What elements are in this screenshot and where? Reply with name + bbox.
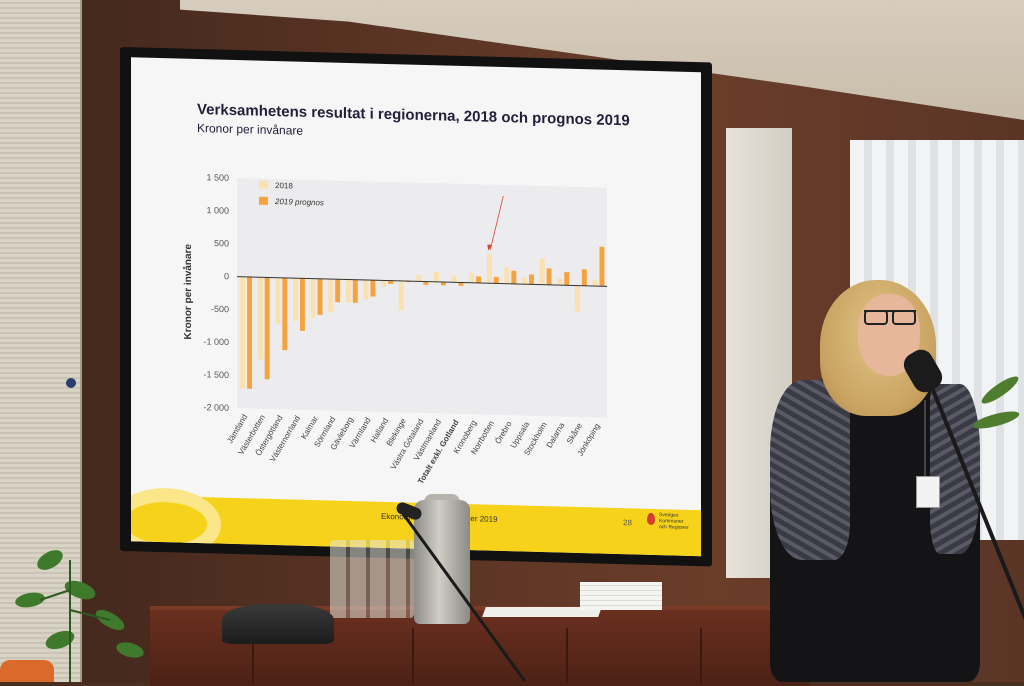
zero-axis-line	[237, 276, 607, 287]
y-tick-label: -2 000	[203, 402, 229, 413]
bar-2019-prognos	[529, 274, 534, 285]
bar-2018	[592, 279, 598, 287]
bar-2019-prognos	[388, 280, 393, 285]
name-badge	[916, 476, 940, 508]
plot-area	[237, 178, 607, 418]
y-tick-label: 0	[224, 271, 229, 281]
legend-swatch	[259, 180, 268, 189]
bar-2019-prognos	[264, 277, 270, 380]
presenter-cardigan-left	[770, 380, 850, 560]
bar-2019-prognos	[476, 276, 482, 284]
y-axis-label: Kronor per invånare	[182, 243, 194, 339]
speaker-logo-dot	[66, 378, 76, 388]
bar-2018	[275, 277, 281, 324]
bar-2018	[539, 258, 545, 285]
bar-2019-prognos	[352, 279, 358, 303]
bar-2019-prognos	[458, 282, 464, 286]
sideboard-door-seam	[700, 628, 702, 682]
bar-2018	[363, 279, 369, 300]
presenter-cardigan-right	[930, 384, 980, 554]
thermos-jug	[414, 500, 470, 624]
bar-2019-prognos	[493, 276, 499, 284]
skr-logo-text: Sveriges Kommuner och Regioner	[659, 512, 689, 531]
conference-phone	[222, 604, 334, 644]
legend-swatch	[259, 196, 268, 205]
drinking-glasses	[330, 540, 414, 618]
bar-2019-prognos	[423, 281, 429, 285]
y-tick-label: -500	[211, 304, 229, 314]
bar-2018	[486, 253, 492, 284]
y-tick-label: 1 500	[206, 172, 229, 183]
tv-screen: Verksamhetens resultat i regionerna, 201…	[120, 47, 712, 567]
bar-2019-prognos	[370, 280, 376, 297]
bar-2018	[433, 271, 439, 282]
bar-2019-prognos	[564, 272, 570, 286]
annotation-arrow	[489, 195, 504, 250]
sideboard-door-seam	[252, 628, 254, 682]
slide-page-number: 28	[623, 518, 632, 528]
bar-2018	[398, 280, 404, 311]
bar-2018	[310, 278, 316, 319]
bar-2018	[381, 280, 387, 288]
plant-right	[972, 376, 1020, 429]
bar-2019-prognos	[511, 270, 517, 284]
legend-label: 2018	[275, 181, 293, 190]
y-tick-label: 1 000	[206, 205, 229, 216]
skr-logo-icon	[647, 512, 655, 526]
y-tick-label: -1 000	[203, 336, 229, 347]
bar-2018	[451, 275, 457, 283]
bar-2019-prognos	[299, 278, 305, 331]
bar-2018	[257, 277, 263, 360]
bar-2019-prognos	[599, 246, 605, 287]
bar-2019-prognos	[335, 279, 341, 303]
lanyard	[906, 400, 926, 478]
legend-label: 2019 prognos	[274, 197, 324, 207]
sideboard-door-seam	[412, 628, 414, 682]
sideboard-door-seam	[566, 628, 568, 682]
bar-2018	[416, 274, 422, 282]
slide-subtitle: Kronor per invånare	[197, 121, 304, 138]
bar-2019-prognos	[581, 269, 587, 286]
bar-2019-prognos	[282, 277, 288, 351]
y-tick-label: -1 500	[203, 369, 229, 380]
y-tick-label: 500	[214, 238, 229, 248]
bar-2018	[469, 272, 475, 283]
presentation-slide: Verksamhetens resultat i regionerna, 201…	[131, 57, 701, 557]
bar-2019-prognos	[546, 268, 552, 285]
bar-2018	[557, 278, 563, 286]
orange-chair	[0, 660, 54, 682]
annotation-arrowhead	[487, 244, 493, 251]
bar-2018	[574, 285, 580, 312]
bar-2019-prognos	[247, 276, 253, 389]
glasses-icon	[864, 310, 916, 325]
bar-2018	[522, 277, 528, 285]
bar-2019-prognos	[440, 281, 446, 286]
plant-left	[15, 550, 144, 682]
bar-2019-prognos	[317, 278, 323, 316]
logo-line-3: och Regioner	[659, 524, 689, 531]
napkin-stack	[580, 582, 662, 610]
bar-2018	[328, 279, 334, 313]
bar-2018	[240, 276, 246, 389]
bar-2018	[504, 267, 510, 284]
bar-2018	[293, 278, 298, 321]
bar-2018	[345, 279, 351, 303]
